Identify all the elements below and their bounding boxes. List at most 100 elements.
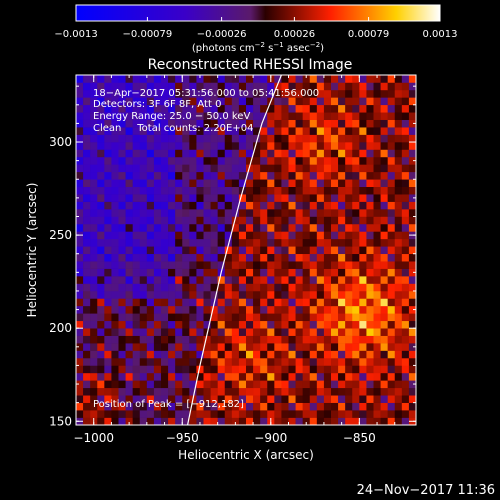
heatmap-cell: [104, 387, 112, 396]
heatmap-cell: [387, 313, 396, 322]
heatmap-cell: [168, 97, 176, 106]
heatmap-cell: [210, 328, 218, 336]
heatmap-cell: [111, 119, 119, 128]
heatmap-cell: [132, 261, 141, 269]
heatmap-cell: [90, 156, 98, 165]
heatmap-cell: [217, 320, 226, 329]
heatmap-cell: [182, 142, 190, 150]
heatmap-cell: [132, 350, 141, 359]
heatmap-cell: [352, 395, 360, 403]
heatmap-cell: [83, 410, 91, 418]
heatmap-cell: [203, 223, 211, 232]
heatmap-cell: [253, 97, 261, 106]
heatmap-cell: [394, 164, 403, 173]
heatmap-cell: [161, 112, 169, 120]
heatmap-cell: [359, 119, 367, 128]
heatmap-cell: [408, 350, 416, 359]
heatmap-cell: [288, 216, 296, 225]
heatmap-cell: [281, 201, 289, 210]
heatmap-cell: [253, 268, 261, 277]
heatmap-cell: [90, 350, 98, 359]
heatmap-cell: [267, 231, 275, 240]
heatmap-cell: [309, 380, 318, 389]
heatmap-cell: [380, 320, 388, 329]
y-tick-label: 200: [49, 321, 72, 335]
heatmap-cell: [394, 119, 403, 128]
heatmap-cell: [323, 89, 332, 98]
heatmap-cell: [210, 216, 218, 225]
heatmap-cell: [288, 328, 296, 336]
heatmap-cell: [161, 216, 169, 225]
heatmap-cell: [352, 186, 360, 195]
heatmap-cell: [288, 380, 296, 389]
heatmap-cell: [231, 343, 240, 351]
heatmap-cell: [274, 343, 282, 351]
heatmap-cell: [309, 365, 318, 374]
heatmap-cell: [387, 290, 396, 299]
heatmap-cell: [359, 253, 367, 262]
heatmap-cell: [90, 223, 98, 232]
heatmap-cell: [76, 246, 84, 255]
heatmap-cell: [309, 298, 318, 307]
heatmap-cell: [401, 75, 410, 83]
heatmap-cell: [175, 149, 183, 158]
heatmap-cell: [274, 171, 282, 180]
heatmap-cell: [323, 380, 332, 389]
heatmap-cell: [175, 223, 183, 232]
heatmap-cell: [153, 179, 162, 188]
heatmap-cell: [224, 290, 233, 299]
heatmap-cell: [83, 328, 91, 336]
heatmap-cell: [323, 171, 332, 180]
heatmap-cell: [401, 410, 410, 418]
heatmap-cell: [316, 179, 325, 188]
heatmap-cell: [309, 261, 318, 269]
heatmap-cell: [352, 142, 360, 150]
heatmap-cell: [104, 156, 112, 165]
heatmap-cell: [288, 171, 296, 180]
heatmap-cell: [359, 350, 367, 359]
heatmap-cell: [309, 328, 318, 336]
heatmap-cell: [111, 283, 119, 292]
heatmap-cell: [359, 268, 367, 277]
heatmap-cell: [331, 82, 339, 91]
heatmap-cell: [302, 410, 311, 418]
heatmap-cell: [302, 186, 311, 195]
heatmap-cell: [168, 276, 176, 284]
heatmap-cell: [139, 112, 148, 120]
heatmap-cell: [146, 380, 155, 389]
heatmap-cell: [203, 119, 211, 128]
heatmap-cell: [309, 395, 318, 403]
heatmap-cell: [309, 194, 318, 202]
heatmap-cell: [373, 216, 381, 225]
heatmap-cell: [260, 104, 268, 113]
heatmap-cell: [295, 320, 303, 329]
heatmap-cell: [125, 313, 133, 322]
heatmap-cell: [90, 357, 98, 366]
heatmap-cell: [274, 223, 282, 232]
heatmap-cell: [267, 156, 275, 165]
heatmap-cell: [210, 104, 218, 113]
heatmap-cell: [387, 335, 396, 344]
heatmap-cell: [331, 216, 339, 225]
heatmap-cell: [302, 320, 311, 329]
heatmap-cell: [387, 246, 396, 255]
heatmap-cell: [316, 238, 325, 247]
heatmap-cell: [345, 268, 353, 277]
heatmap-cell: [338, 417, 346, 425]
heatmap-cell: [394, 276, 403, 284]
heatmap-cell: [260, 402, 268, 411]
heatmap-cell: [217, 357, 226, 366]
heatmap-cell: [260, 313, 268, 322]
heatmap-cell: [97, 231, 105, 240]
heatmap-cell: [217, 283, 226, 292]
heatmap-cell: [104, 350, 112, 359]
heatmap-cell: [161, 357, 169, 366]
heatmap-cell: [288, 276, 296, 284]
heatmap-cell: [380, 290, 388, 299]
heatmap-cell: [366, 387, 374, 396]
heatmap-cell: [104, 261, 112, 269]
heatmap-cell: [345, 179, 353, 188]
heatmap-cell: [288, 186, 296, 195]
heatmap-cell: [76, 387, 84, 396]
heatmap-cell: [309, 290, 318, 299]
